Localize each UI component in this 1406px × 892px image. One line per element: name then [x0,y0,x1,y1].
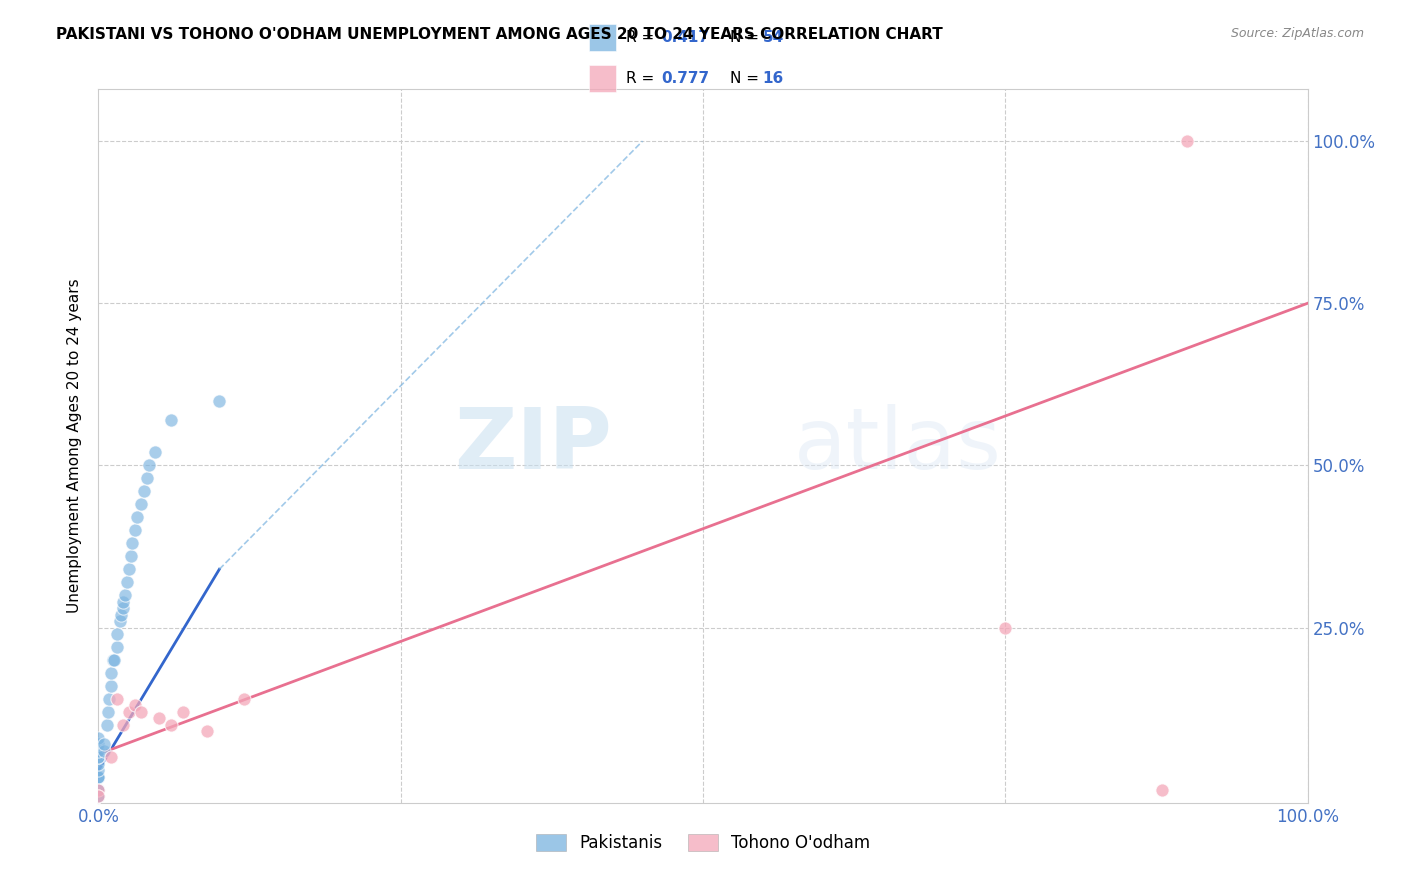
Text: N =: N = [731,30,765,45]
Point [105,627,128,641]
Point [124,524,146,538]
Point [87,770,110,784]
Point [87,770,110,784]
Text: Source: ZipAtlas.com: Source: ZipAtlas.com [1230,27,1364,40]
Point [97,705,120,719]
Text: atlas: atlas [793,404,1001,488]
Point [93,738,115,752]
Text: R =: R = [626,71,659,86]
Point [1152,782,1174,797]
Point [232,692,254,706]
Point [143,445,166,459]
Point [117,575,139,590]
Point [101,653,124,667]
Point [100,750,122,764]
Point [87,789,110,804]
Point [87,731,110,745]
Point [105,640,128,654]
Y-axis label: Unemployment Among Ages 20 to 24 years: Unemployment Among Ages 20 to 24 years [67,278,83,614]
Text: ZIP: ZIP [454,404,613,488]
Point [87,789,110,804]
Point [87,789,110,804]
Point [87,782,110,797]
Point [87,782,110,797]
Point [120,549,142,564]
Point [105,692,128,706]
Point [138,458,160,473]
Point [103,653,125,667]
Point [172,705,194,719]
Point [87,782,110,797]
Point [98,692,121,706]
Point [87,789,110,804]
Point [87,789,110,804]
Point [121,536,143,550]
Point [100,666,122,681]
Point [87,782,110,797]
Point [87,782,110,797]
Point [124,698,146,713]
Point [148,711,170,725]
Point [87,764,110,778]
Point [87,789,110,804]
Point [118,705,141,719]
Point [994,621,1017,635]
Text: 0.777: 0.777 [661,71,709,86]
Point [87,744,110,758]
Text: N =: N = [731,71,765,86]
Point [208,393,231,408]
Point [100,679,122,693]
Point [129,497,152,511]
Point [93,744,115,758]
Point [87,750,110,764]
Point [87,782,110,797]
Point [114,588,136,602]
Point [160,413,183,427]
Point [87,756,110,771]
Point [87,782,110,797]
Point [96,718,118,732]
Point [87,782,110,797]
Point [127,510,149,524]
Point [111,718,134,732]
Bar [589,65,616,92]
Point [110,607,132,622]
Point [118,562,141,576]
Point [134,484,156,499]
Point [87,782,110,797]
Point [87,750,110,764]
Point [87,738,110,752]
Text: 54: 54 [762,30,783,45]
Point [87,782,110,797]
Bar [589,24,616,51]
Point [111,595,134,609]
Legend: Pakistanis, Tohono O'odham: Pakistanis, Tohono O'odham [530,827,876,859]
Point [108,614,131,628]
Point [1175,134,1198,148]
Point [195,724,218,739]
Point [160,718,183,732]
Point [129,705,152,719]
Text: 16: 16 [762,71,783,86]
Text: PAKISTANI VS TOHONO O'ODHAM UNEMPLOYMENT AMONG AGES 20 TO 24 YEARS CORRELATION C: PAKISTANI VS TOHONO O'ODHAM UNEMPLOYMENT… [56,27,943,42]
Point [135,471,157,485]
Text: R =: R = [626,30,659,45]
Point [111,601,134,615]
Point [87,770,110,784]
Point [87,782,110,797]
Text: 0.417: 0.417 [661,30,709,45]
